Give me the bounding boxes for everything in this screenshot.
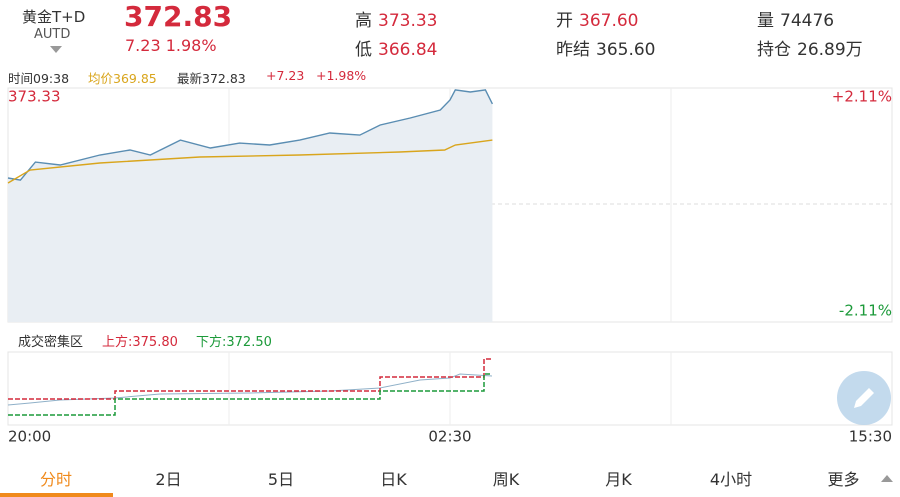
stat-label: 低 [355,40,372,60]
tab[interactable]: 2日 [155,470,182,489]
stat: 高 373.33 [355,6,437,31]
edit-button[interactable] [836,370,892,426]
info-average: 均价369.85 [88,71,157,86]
tab[interactable]: 更多 [827,470,860,489]
info-change: +7.23 [266,68,305,83]
price-line [7,89,494,181]
stat-label: 持仓 [757,40,791,60]
dropdown-arrow[interactable] [50,46,62,54]
more-arrow[interactable] [880,474,893,482]
price-area [8,89,493,323]
x-tick-label: 02:30 [428,428,471,446]
stat: 开 367.60 [556,6,638,31]
change: 7.23 [125,36,161,55]
stat-value: 366.84 [378,40,438,60]
instrument-name: 黄金T+D [22,8,86,26]
stat: 持仓 26.89万 [757,35,863,60]
stat: 量 74476 [757,6,834,31]
tab-underline [0,493,113,497]
change-pct: 1.98% [165,36,217,55]
price-change: 7.23 1.98% [125,36,217,55]
stat-value: 367.60 [579,11,639,31]
x-tick-label: 20:00 [8,428,51,446]
tab[interactable]: 日K [380,470,407,489]
info-change-pct: +1.98% [316,68,367,83]
tab[interactable]: 周K [492,470,520,489]
info-time: 时间09:38 [8,71,70,86]
density-panel [7,351,893,426]
density-upper: 上方:375.80 [102,335,178,350]
instrument-code: AUTD [34,27,71,42]
stat-label: 开 [556,11,573,31]
last-price: 372.83 [124,0,233,33]
info-latest: 最新372.83 [177,71,246,86]
tab[interactable]: 5日 [267,470,295,489]
tab[interactable]: 4小时 [709,470,753,489]
tab[interactable]: 分时 [39,470,72,489]
density-lower: 下方:372.50 [196,335,272,350]
intraday-chart: 373.33365.60357.87+2.11%-2.11%20:0002:30… [7,87,893,446]
stat: 低 366.84 [355,35,437,60]
average-line [7,139,493,184]
stat-label: 昨结 [556,40,590,60]
stat: 昨结 365.60 [556,35,655,60]
right-label: +2.11% [832,88,892,106]
tab[interactable]: 月K [605,470,632,489]
density-title: 成交密集区 [18,335,84,350]
density-lower-line [8,373,492,416]
density-upper-line [8,358,492,400]
stat-value: 74476 [780,11,835,31]
x-tick-label: 15:30 [849,428,892,446]
stat-label: 高 [355,11,372,31]
stat-value: 373.33 [378,11,438,31]
stat-value: 365.60 [596,40,656,60]
y-tick-label: 373.33 [8,88,61,106]
stat-value: 26.89万 [797,40,863,60]
density-price [7,373,493,406]
stat-label: 量 [757,11,774,31]
right-label: -2.11% [839,302,892,320]
